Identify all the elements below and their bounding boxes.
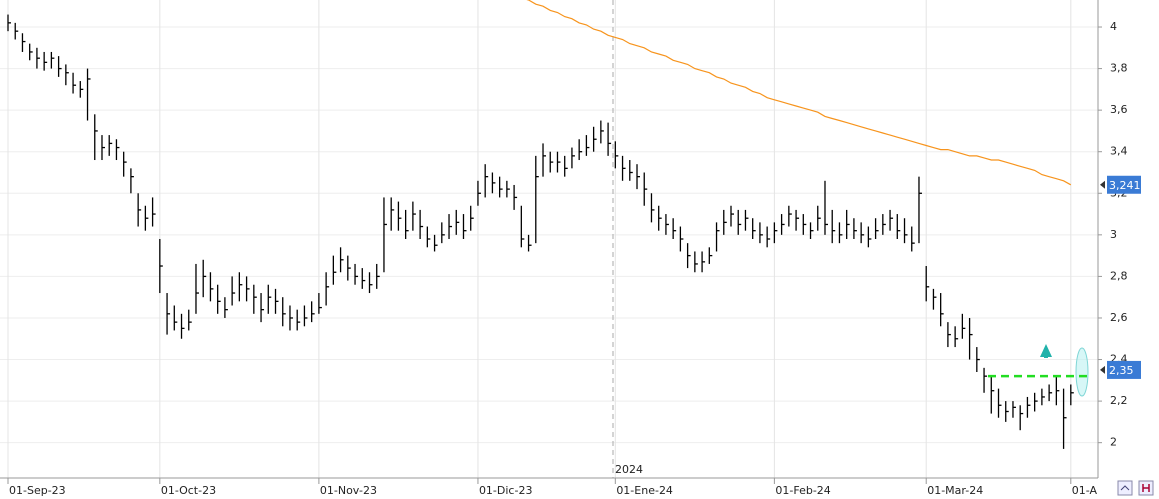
plot xyxy=(7,0,1074,449)
x-tick-label: 01-Mar-24 xyxy=(927,484,983,497)
x-tick-label: 01-Nov-23 xyxy=(320,484,377,497)
y-tick-label: 2,6 xyxy=(1110,311,1128,324)
zoom-button[interactable] xyxy=(1117,480,1133,496)
y-tick-label: 3,4 xyxy=(1110,145,1128,158)
x-tick-label: 01-A xyxy=(1072,484,1098,497)
price-tag-label: 2,35 xyxy=(1109,364,1134,377)
overlay: 22,22,42,62,833,23,43,63,8401-Sep-2301-O… xyxy=(7,20,1141,497)
x-tick-label: 01-Feb-24 xyxy=(775,484,830,497)
home-icon xyxy=(1142,484,1150,492)
moving-average-line xyxy=(526,0,1072,186)
x-tick-label: 01-Dic-23 xyxy=(479,484,533,497)
highlight-ellipse xyxy=(1075,347,1089,397)
x-tick-label: 01-Oct-23 xyxy=(161,484,216,497)
year-label: 2024 xyxy=(615,463,643,476)
y-tick-label: 2,8 xyxy=(1110,269,1128,282)
y-tick-label: 2 xyxy=(1110,436,1117,449)
x-tick-label: 01-Ene-24 xyxy=(616,484,673,497)
price-tag xyxy=(1107,175,1141,194)
x-tick-label: 01-Sep-23 xyxy=(9,484,66,497)
y-tick-label: 3 xyxy=(1110,228,1117,241)
price-tag-pointer xyxy=(1100,180,1105,189)
y-tick-label: 3,6 xyxy=(1110,103,1128,116)
y-tick-label: 3,8 xyxy=(1110,62,1128,75)
signal-arrow xyxy=(1040,344,1052,358)
price-tag-label: 3,241 xyxy=(1109,179,1141,192)
price-tag-pointer xyxy=(1100,365,1105,374)
zoom-icon xyxy=(1120,485,1130,491)
price-tag xyxy=(1107,360,1141,379)
y-tick-label: 2,2 xyxy=(1110,394,1128,407)
y-tick-label: 4 xyxy=(1110,20,1117,33)
